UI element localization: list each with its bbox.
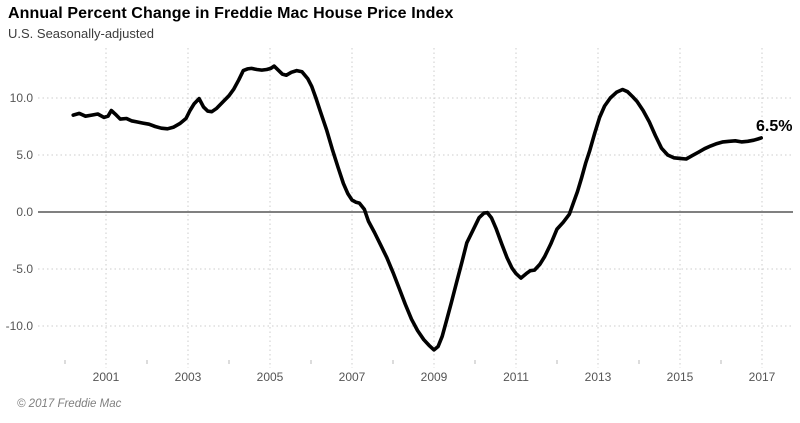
vertical-gridlines [105, 48, 763, 368]
x-tick-label: 2011 [503, 370, 529, 384]
y-tick-label: 10.0 [10, 91, 34, 105]
y-axis-labels: 10.0 5.0 0.0 -5.0 -10.0 [6, 91, 34, 333]
x-axis-labels: 2001 2003 2005 2007 2009 2011 2013 2015 2017 [93, 370, 776, 384]
y-tick-label: 5.0 [16, 148, 33, 162]
x-tick-label: 2009 [421, 370, 448, 384]
copyright-note: © 2017 Freddie Mac [17, 398, 122, 410]
x-tick-label: 2001 [93, 370, 120, 384]
x-tick-label: 2013 [585, 370, 612, 384]
x-minor-ticks [64, 360, 722, 364]
chart-subtitle: U.S. Seasonally-adjusted [8, 26, 154, 41]
chart-title: Annual Percent Change in Freddie Mac Hou… [8, 5, 454, 22]
x-tick-label: 2005 [257, 370, 284, 384]
latest-value-label: 6.5% [756, 118, 792, 135]
x-tick-label: 2015 [667, 370, 694, 384]
x-tick-label: 2003 [175, 370, 202, 384]
y-tick-label: 0.0 [16, 205, 33, 219]
x-tick-label: 2017 [749, 370, 776, 384]
y-tick-label: -10.0 [6, 319, 34, 333]
hpi-series-line [71, 64, 763, 352]
y-tick-label: -5.0 [12, 262, 33, 276]
x-tick-label: 2007 [339, 370, 366, 384]
